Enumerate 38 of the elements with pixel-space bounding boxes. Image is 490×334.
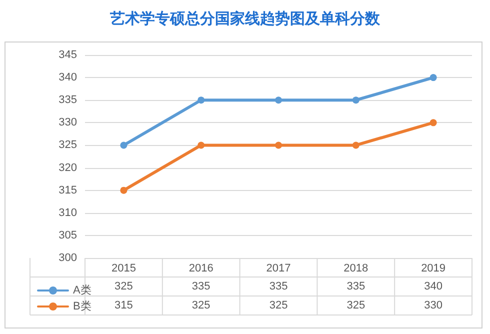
x-tick-label: 2016 (188, 262, 214, 274)
y-tick-label: 330 (58, 116, 77, 129)
y-tick-label: 310 (58, 206, 77, 219)
point (120, 142, 128, 149)
x-tick-label: 2015 (111, 262, 136, 274)
chart-title: 艺术学专硕总分国家线趋势图及单科分数 (109, 10, 381, 28)
point (430, 119, 437, 126)
point (120, 186, 128, 194)
legend-label: B类 (73, 300, 92, 312)
data-label: 325 (114, 280, 133, 292)
y-tick-label: 345 (58, 49, 77, 61)
data-label: 325 (192, 300, 210, 312)
y-tick-label: 335 (58, 94, 77, 106)
y-tick-label: 340 (58, 72, 77, 84)
y-tick-label: 320 (58, 162, 77, 174)
point (198, 142, 205, 149)
point (198, 96, 205, 104)
x-tick-label: 2018 (344, 262, 368, 274)
point (352, 142, 360, 149)
data-label: 340 (424, 280, 442, 292)
point (352, 96, 360, 104)
y-tick-label: 325 (58, 139, 77, 152)
point (275, 96, 282, 104)
legend-label: A类 (73, 284, 92, 296)
data-label: 335 (269, 280, 288, 292)
data-label: 325 (269, 300, 288, 312)
data-label: 315 (114, 300, 133, 312)
y-tick-label: 315 (58, 184, 77, 196)
data-label: 335 (346, 280, 366, 292)
data-label: 325 (346, 300, 366, 312)
data-label: 330 (424, 300, 442, 312)
y-tick-label: 305 (58, 229, 77, 242)
data-label: 335 (192, 280, 210, 292)
y-tick-label: 300 (58, 252, 77, 264)
point (275, 142, 282, 149)
x-tick-label: 2019 (421, 262, 446, 274)
x-tick-label: 2017 (266, 262, 291, 274)
point (430, 74, 437, 82)
